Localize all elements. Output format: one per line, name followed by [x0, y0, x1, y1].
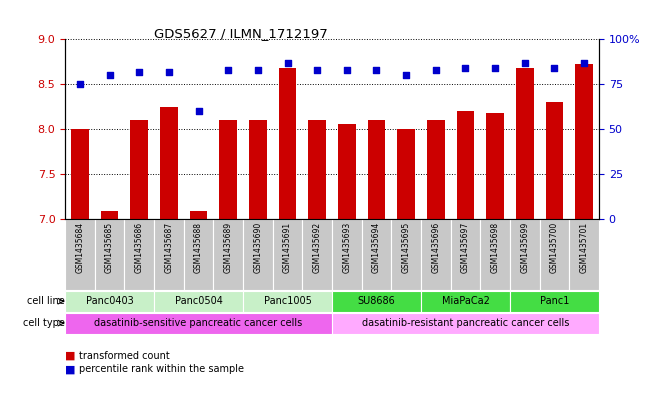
Text: GSM1435690: GSM1435690 — [253, 222, 262, 274]
Bar — [243, 291, 332, 312]
Point — [401, 72, 411, 78]
Text: GSM1435688: GSM1435688 — [194, 222, 203, 273]
Bar — [332, 219, 362, 290]
Text: Panc0504: Panc0504 — [174, 296, 223, 306]
Bar — [575, 64, 593, 219]
Text: SU8686: SU8686 — [357, 296, 395, 306]
Bar — [214, 219, 243, 290]
Bar — [456, 111, 475, 219]
Bar — [569, 219, 599, 290]
Bar — [65, 219, 95, 290]
Text: GSM1435698: GSM1435698 — [491, 222, 499, 273]
Bar — [249, 120, 267, 219]
Text: ■: ■ — [65, 351, 76, 361]
Point — [134, 68, 145, 75]
Bar — [160, 107, 178, 219]
Text: GSM1435697: GSM1435697 — [461, 222, 470, 274]
Bar — [302, 219, 332, 290]
Text: percentile rank within the sample: percentile rank within the sample — [79, 364, 244, 375]
Text: GSM1435686: GSM1435686 — [135, 222, 144, 273]
Text: GSM1435700: GSM1435700 — [550, 222, 559, 274]
Bar — [71, 129, 89, 219]
Bar — [391, 219, 421, 290]
Bar — [219, 120, 237, 219]
Point — [490, 65, 501, 71]
Point — [579, 59, 589, 66]
Bar — [184, 219, 214, 290]
Bar — [510, 291, 599, 312]
Point — [312, 67, 322, 73]
Bar — [421, 219, 450, 290]
Bar — [101, 211, 118, 219]
Text: GSM1435691: GSM1435691 — [283, 222, 292, 273]
Text: GSM1435685: GSM1435685 — [105, 222, 114, 273]
Point — [342, 67, 352, 73]
Text: GSM1435694: GSM1435694 — [372, 222, 381, 274]
Bar — [154, 219, 184, 290]
Bar — [421, 291, 510, 312]
Text: GSM1435687: GSM1435687 — [165, 222, 173, 273]
Text: GSM1435684: GSM1435684 — [76, 222, 85, 273]
Point — [430, 67, 441, 73]
Bar — [427, 120, 445, 219]
Bar — [397, 129, 415, 219]
Text: GSM1435699: GSM1435699 — [520, 222, 529, 274]
Bar — [546, 102, 563, 219]
Bar — [516, 68, 534, 219]
Bar — [273, 219, 302, 290]
Bar — [332, 312, 599, 334]
Bar — [368, 120, 385, 219]
Bar — [130, 120, 148, 219]
Point — [163, 68, 174, 75]
Point — [223, 67, 234, 73]
Bar — [450, 219, 480, 290]
Text: ■: ■ — [65, 364, 76, 375]
Text: Panc1005: Panc1005 — [264, 296, 311, 306]
Text: GSM1435696: GSM1435696 — [432, 222, 440, 274]
Text: Panc1: Panc1 — [540, 296, 569, 306]
Bar — [338, 125, 355, 219]
Bar — [279, 68, 296, 219]
Bar — [65, 312, 332, 334]
Text: cell type: cell type — [23, 318, 64, 328]
Bar — [362, 219, 391, 290]
Bar — [309, 120, 326, 219]
Text: dasatinib-resistant pancreatic cancer cells: dasatinib-resistant pancreatic cancer ce… — [362, 318, 569, 328]
Text: GSM1435701: GSM1435701 — [579, 222, 589, 273]
Bar — [124, 219, 154, 290]
Bar — [154, 291, 243, 312]
Text: GDS5627 / ILMN_1712197: GDS5627 / ILMN_1712197 — [154, 28, 327, 40]
Text: GSM1435695: GSM1435695 — [402, 222, 411, 274]
Text: GSM1435693: GSM1435693 — [342, 222, 352, 274]
Point — [371, 67, 381, 73]
Point — [193, 108, 204, 114]
Text: GSM1435692: GSM1435692 — [312, 222, 322, 273]
Text: Panc0403: Panc0403 — [86, 296, 133, 306]
Bar — [189, 211, 208, 219]
Point — [75, 81, 85, 87]
Point — [519, 59, 530, 66]
Point — [460, 65, 471, 71]
Text: cell line: cell line — [27, 296, 64, 306]
Text: GSM1435689: GSM1435689 — [224, 222, 232, 273]
Bar — [65, 291, 154, 312]
Text: transformed count: transformed count — [79, 351, 170, 361]
Bar — [95, 219, 124, 290]
Point — [549, 65, 560, 71]
Text: dasatinib-sensitive pancreatic cancer cells: dasatinib-sensitive pancreatic cancer ce… — [94, 318, 303, 328]
Point — [253, 67, 263, 73]
Point — [283, 59, 293, 66]
Bar — [332, 291, 421, 312]
Bar — [510, 219, 540, 290]
Bar — [480, 219, 510, 290]
Text: MiaPaCa2: MiaPaCa2 — [441, 296, 490, 306]
Bar — [243, 219, 273, 290]
Point — [104, 72, 115, 78]
Bar — [540, 219, 569, 290]
Bar — [486, 113, 504, 219]
